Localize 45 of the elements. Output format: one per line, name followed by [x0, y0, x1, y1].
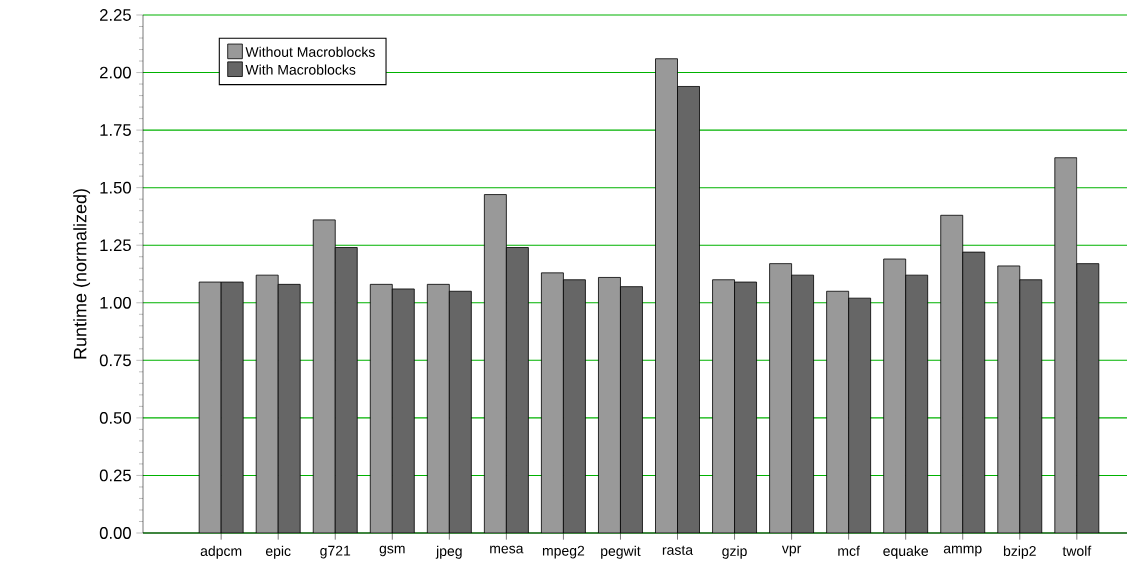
x-tick-label: twolf — [1062, 545, 1092, 556]
x-tick-label: ammp — [943, 545, 982, 557]
y-tick-label: 1.25 — [100, 239, 131, 252]
bar — [791, 274, 814, 533]
bar — [848, 297, 872, 533]
x-tick-label: bzip2 — [1003, 545, 1036, 559]
bar — [505, 247, 529, 533]
y-tick-label: 0.25 — [99, 469, 131, 482]
x-tick-label: gzip — [722, 545, 747, 559]
bar — [734, 281, 757, 533]
x-tick-label: jpeg — [435, 545, 462, 559]
y-tick-label: 0.50 — [99, 412, 131, 424]
bar — [277, 283, 301, 533]
x-tick-label: mesa — [490, 545, 524, 554]
x-tick-label: g721 — [320, 545, 351, 559]
bar — [1019, 279, 1043, 533]
x-tick-label: pegwit — [601, 545, 641, 559]
bar — [620, 286, 643, 533]
bar — [563, 279, 586, 533]
bar — [905, 274, 929, 533]
x-tick-label: adpcm — [200, 545, 242, 559]
bar — [220, 281, 244, 533]
y-tick-label: 0.75 — [99, 354, 131, 367]
bar — [962, 251, 986, 533]
x-tick-label: vpr — [781, 545, 802, 557]
y-tick-label: 2.00 — [100, 66, 131, 79]
bar — [448, 290, 472, 533]
legend-label: With Macroblocks — [245, 64, 356, 75]
x-tick-label: rasta — [662, 545, 694, 555]
y-tick-label: 1.75 — [100, 124, 131, 136]
bar — [391, 288, 415, 533]
x-tick-label: gsm — [379, 545, 405, 557]
x-tick-label: mpeg2 — [542, 545, 585, 559]
bar — [1076, 263, 1100, 533]
y-tick-label: 0.00 — [99, 527, 131, 539]
bar — [677, 85, 700, 533]
y-tick-label: 2.25 — [100, 9, 131, 21]
x-tick-label: equake — [883, 545, 929, 559]
y-tick-label: 1.50 — [100, 181, 131, 194]
x-tick-label: epic — [265, 545, 291, 559]
bar — [334, 247, 358, 533]
y-tick-label: 1.00 — [100, 296, 131, 309]
x-tick-label: mcf — [838, 545, 860, 556]
y-axis-title: Runtime (normalized) — [73, 189, 91, 359]
legend-label: Without Macroblocks — [245, 46, 375, 57]
